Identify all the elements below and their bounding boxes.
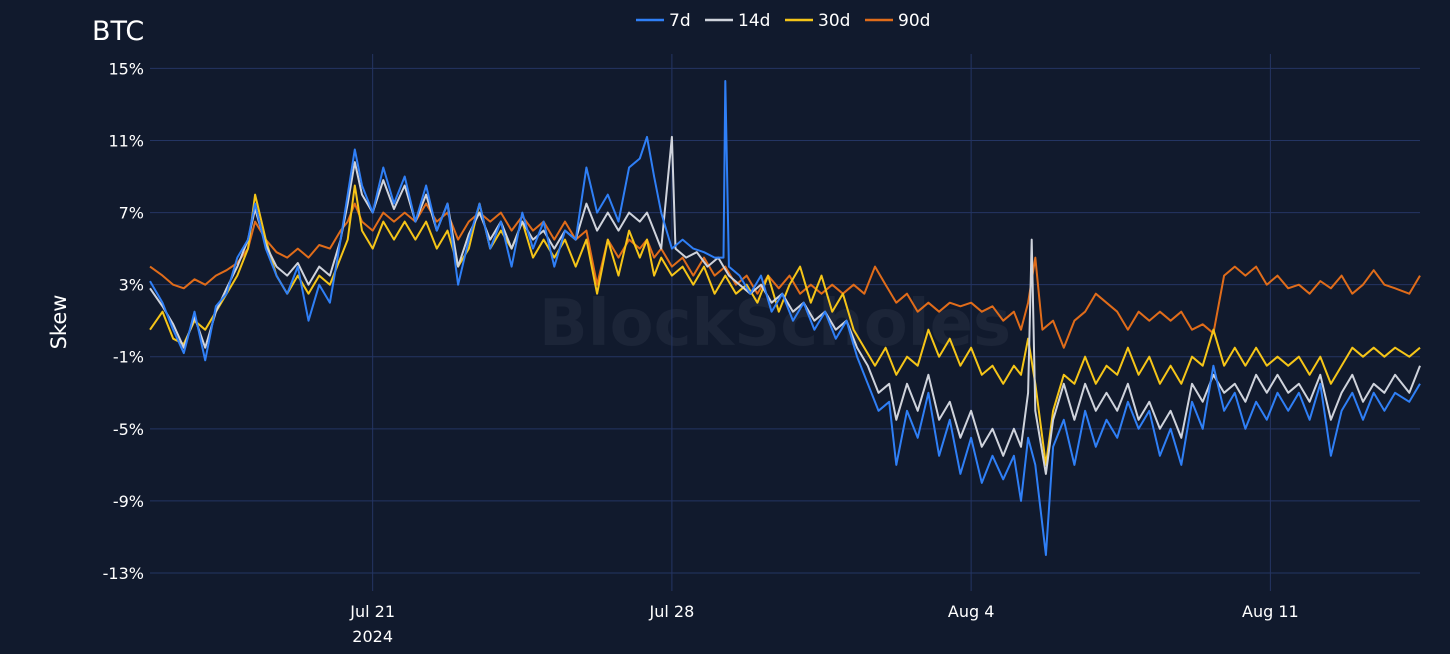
legend-label-7d: 7d	[669, 11, 691, 31]
x-tick-label: Jul 21	[349, 602, 395, 621]
y-tick-label: 7%	[119, 204, 144, 223]
y-tick-label: 11%	[108, 131, 144, 150]
series-line-7d	[149, 80, 1421, 556]
x-tick-label: Aug 11	[1242, 602, 1299, 621]
x-axis-ticks: Jul 21 2024 Jul 28 Aug 4 Aug 11	[349, 602, 1298, 646]
y-tick-label: -9%	[113, 492, 144, 511]
y-axis-ticks: 15% 11% 7% 3% -1% -5% -9% -13%	[103, 59, 144, 583]
legend: 7d 14d 30d 90d	[636, 11, 930, 31]
x-tick-label: Aug 4	[948, 602, 995, 621]
legend-label-30d: 30d	[818, 11, 850, 31]
chart-title: BTC	[92, 16, 144, 47]
series-line-90d	[149, 202, 1421, 349]
legend-label-14d: 14d	[738, 11, 770, 31]
x-tick-label: Jul 28	[649, 602, 695, 621]
series-lines	[149, 80, 1421, 556]
y-tick-label: 3%	[119, 276, 144, 295]
series-line-30d	[149, 184, 1421, 466]
y-tick-label: -5%	[113, 420, 144, 439]
y-axis-label: Skew	[47, 295, 71, 350]
x-tick-sublabel: 2024	[352, 627, 393, 646]
y-tick-label: -1%	[113, 348, 144, 367]
y-tick-label: 15%	[108, 59, 144, 78]
grid-lines	[150, 54, 1420, 591]
y-tick-label: -13%	[103, 564, 144, 583]
legend-label-90d: 90d	[898, 11, 930, 31]
